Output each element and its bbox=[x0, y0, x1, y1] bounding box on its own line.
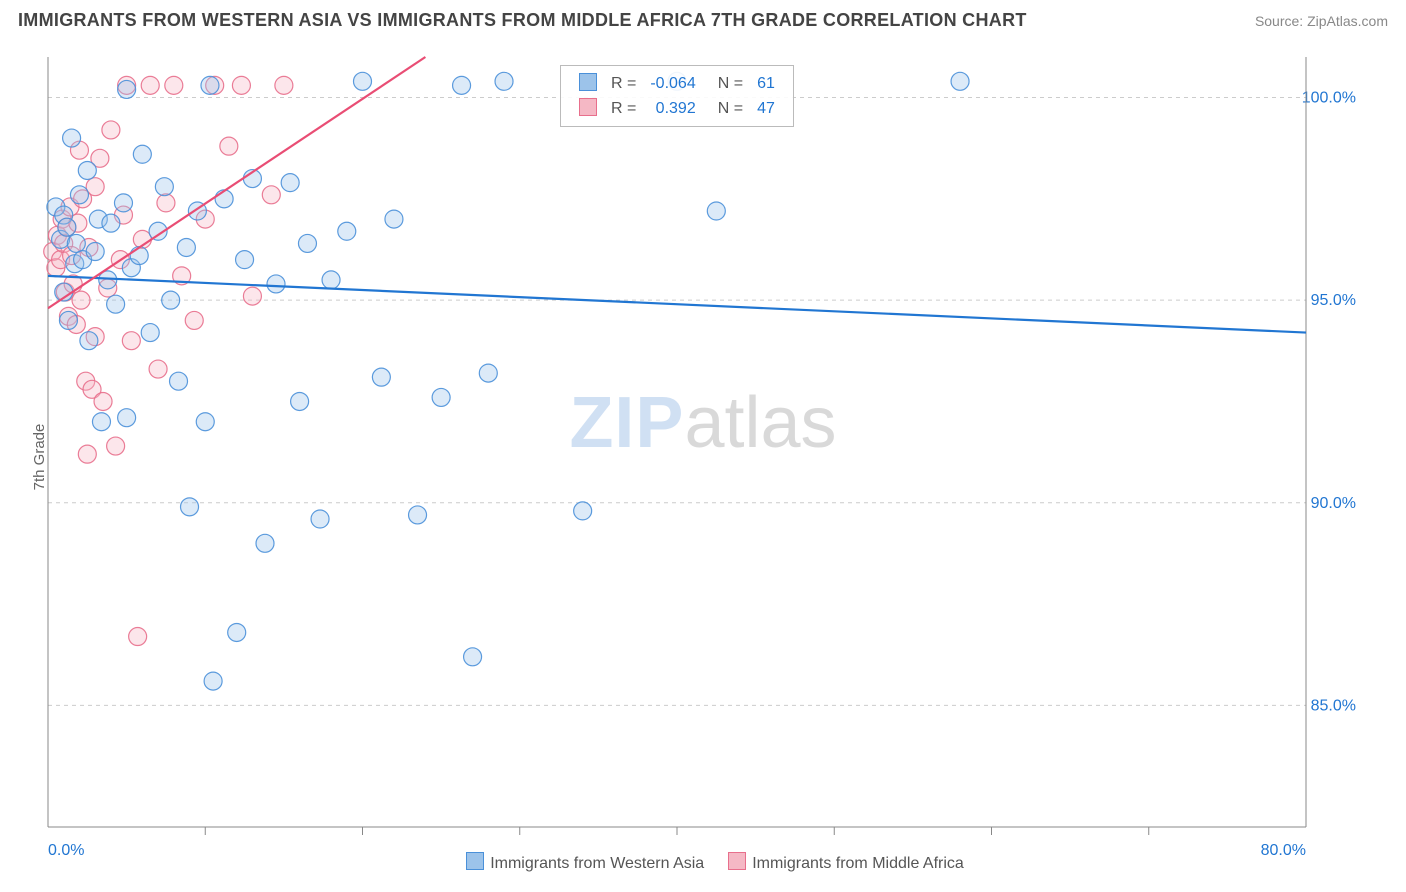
stats-legend-box: R =-0.064 N =61 R =0.392 N =47 bbox=[560, 65, 794, 127]
stats-row: R =-0.064 N =61 bbox=[573, 72, 781, 95]
legend-label: Immigrants from Middle Africa bbox=[752, 855, 964, 872]
y-axis-label: 7th Grade bbox=[31, 424, 48, 491]
source-attribution: Source: ZipAtlas.com bbox=[1255, 13, 1388, 29]
source-prefix: Source: bbox=[1255, 13, 1307, 29]
scatter-chart: 85.0%90.0%95.0%100.0%0.0%80.0% bbox=[0, 37, 1406, 877]
svg-text:90.0%: 90.0% bbox=[1311, 495, 1356, 512]
legend-label: Immigrants from Western Asia bbox=[490, 855, 704, 872]
stats-row: R =0.392 N =47 bbox=[573, 97, 781, 120]
source-name: ZipAtlas.com bbox=[1307, 13, 1388, 29]
chart-container: 7th Grade 85.0%90.0%95.0%100.0%0.0%80.0%… bbox=[0, 37, 1406, 877]
svg-text:85.0%: 85.0% bbox=[1311, 697, 1356, 714]
chart-title: IMMIGRANTS FROM WESTERN ASIA VS IMMIGRAN… bbox=[18, 10, 1027, 31]
title-bar: IMMIGRANTS FROM WESTERN ASIA VS IMMIGRAN… bbox=[0, 0, 1406, 37]
svg-text:95.0%: 95.0% bbox=[1311, 292, 1356, 309]
bottom-legend: Immigrants from Western Asia Immigrants f… bbox=[0, 852, 1406, 873]
legend-swatch bbox=[466, 852, 484, 870]
legend-swatch bbox=[728, 852, 746, 870]
svg-text:100.0%: 100.0% bbox=[1302, 90, 1356, 107]
